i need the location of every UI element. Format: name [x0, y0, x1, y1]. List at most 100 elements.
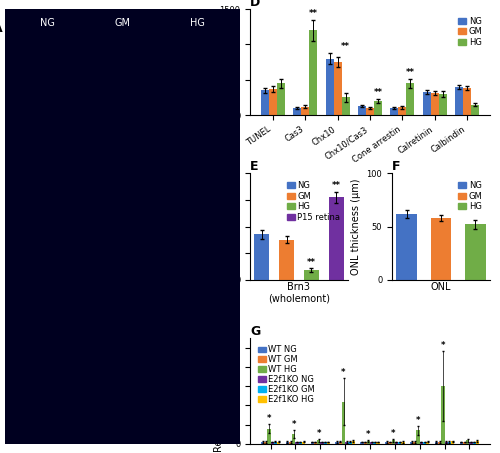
- Bar: [463, 88, 471, 115]
- Bar: [460, 442, 463, 444]
- Text: GM: GM: [114, 18, 130, 28]
- Bar: [406, 83, 414, 115]
- Bar: [277, 442, 280, 444]
- Bar: [286, 442, 289, 444]
- Bar: [392, 440, 395, 444]
- Legend: WT NG, WT GM, WT HG, E2f1KO NG, E2f1KO GM, E2f1KO HG: WT NG, WT GM, WT HG, E2f1KO NG, E2f1KO G…: [254, 342, 318, 407]
- Text: *: *: [416, 416, 420, 424]
- Bar: [402, 442, 404, 444]
- Bar: [328, 198, 344, 280]
- Bar: [254, 235, 270, 280]
- Bar: [472, 442, 476, 444]
- Bar: [296, 442, 298, 444]
- Bar: [320, 442, 324, 444]
- Text: *: *: [440, 342, 445, 351]
- Bar: [334, 62, 342, 115]
- Bar: [442, 386, 444, 444]
- X-axis label: ONL: ONL: [431, 282, 452, 292]
- Legend: NG, GM, HG: NG, GM, HG: [454, 13, 486, 50]
- Bar: [324, 442, 327, 444]
- Bar: [470, 442, 472, 444]
- Bar: [327, 442, 330, 444]
- Bar: [326, 58, 334, 115]
- Bar: [451, 441, 454, 444]
- Bar: [268, 429, 270, 444]
- Bar: [476, 441, 479, 444]
- Bar: [395, 442, 398, 444]
- Bar: [293, 108, 302, 115]
- Bar: [360, 442, 364, 444]
- Text: *: *: [266, 414, 271, 423]
- Bar: [435, 442, 438, 444]
- Text: **: **: [374, 88, 382, 97]
- Bar: [302, 442, 305, 444]
- Bar: [302, 106, 310, 115]
- Text: NG: NG: [40, 18, 54, 28]
- Bar: [352, 441, 355, 444]
- Bar: [279, 240, 294, 280]
- Text: *: *: [366, 430, 370, 439]
- Text: D: D: [250, 0, 260, 9]
- Bar: [338, 442, 342, 444]
- Bar: [358, 106, 366, 115]
- Bar: [310, 30, 318, 115]
- Text: *: *: [292, 420, 296, 429]
- Bar: [274, 442, 277, 444]
- Text: *: *: [316, 429, 321, 438]
- Bar: [367, 441, 370, 444]
- Y-axis label: Positive cells/mm²: Positive cells/mm²: [204, 18, 214, 106]
- Bar: [396, 214, 417, 280]
- Bar: [430, 93, 438, 115]
- Bar: [269, 89, 277, 115]
- Bar: [270, 442, 274, 444]
- Y-axis label: Relative expression level: Relative expression level: [214, 330, 224, 452]
- Bar: [310, 442, 314, 444]
- Bar: [426, 442, 430, 444]
- Bar: [420, 442, 423, 444]
- Y-axis label: ONL thickness (μm): ONL thickness (μm): [351, 178, 361, 275]
- Text: E: E: [250, 160, 258, 173]
- Bar: [304, 270, 319, 280]
- Bar: [385, 442, 388, 444]
- Bar: [317, 440, 320, 444]
- Text: **: **: [309, 9, 318, 18]
- Bar: [438, 94, 447, 115]
- Bar: [342, 401, 345, 444]
- Bar: [264, 442, 268, 444]
- Legend: NG, GM, HG: NG, GM, HG: [454, 178, 486, 215]
- Bar: [471, 105, 479, 115]
- Bar: [390, 108, 398, 115]
- Legend: NG, GM, HG, P15 retina: NG, GM, HG, P15 retina: [284, 178, 344, 225]
- Bar: [448, 442, 451, 444]
- Bar: [463, 442, 466, 444]
- Bar: [364, 442, 367, 444]
- Bar: [277, 83, 285, 115]
- Bar: [416, 430, 420, 444]
- Text: **: **: [332, 182, 340, 190]
- Text: *: *: [391, 429, 396, 438]
- Bar: [413, 442, 416, 444]
- Bar: [342, 97, 350, 115]
- Bar: [289, 442, 292, 444]
- Bar: [398, 442, 402, 444]
- Bar: [444, 442, 448, 444]
- Bar: [466, 440, 469, 444]
- Bar: [261, 91, 269, 115]
- Bar: [376, 442, 380, 444]
- Text: F: F: [392, 160, 400, 173]
- Text: A: A: [0, 22, 3, 35]
- Bar: [366, 108, 374, 115]
- Bar: [370, 442, 373, 444]
- Bar: [336, 442, 338, 444]
- Bar: [374, 101, 382, 115]
- Text: **: **: [406, 68, 415, 77]
- Text: HG: HG: [190, 18, 205, 28]
- Bar: [388, 442, 392, 444]
- Bar: [345, 442, 348, 444]
- Bar: [423, 442, 426, 444]
- Bar: [261, 442, 264, 444]
- Text: *: *: [342, 368, 346, 377]
- Bar: [465, 224, 485, 280]
- Bar: [455, 87, 463, 115]
- X-axis label: Brn3
(wholemont): Brn3 (wholemont): [268, 282, 330, 304]
